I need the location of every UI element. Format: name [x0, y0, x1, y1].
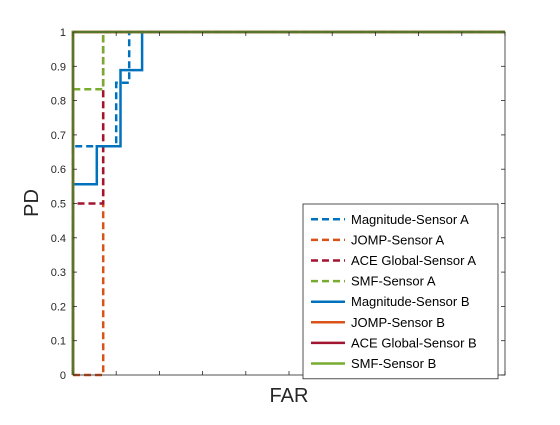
y-tick-label: 0.4	[51, 233, 66, 245]
y-tick-label: 0.3	[51, 267, 66, 279]
legend-label-1: JOMP-Sensor A	[351, 232, 445, 247]
y-tick-label: 0.5	[51, 199, 66, 211]
legend-label-3: SMF-Sensor A	[351, 274, 436, 289]
y-tick-label: 0.9	[51, 61, 66, 73]
y-tick-label: 0	[60, 370, 66, 382]
y-tick-label: 0.2	[51, 301, 66, 313]
series-line-0	[71, 30, 505, 375]
ticks-layer: 0 0.1 0.2 0.3 0.4 0.5 0.6 0.7 0.8 0.9 1	[51, 27, 506, 382]
y-tick-label: 0.7	[51, 130, 66, 142]
legend-label-5: JOMP-Sensor B	[351, 315, 445, 330]
x-axis-label: FAR	[270, 385, 309, 407]
legend-label-7: SMF-Sensor B	[351, 356, 436, 371]
series-line-4	[71, 30, 505, 375]
legend-box	[302, 203, 499, 380]
legend-label-0: Magnitude-Sensor A	[351, 212, 469, 227]
legend-label-2: ACE Global-Sensor A	[351, 253, 476, 268]
legend-label-6: ACE Global-Sensor B	[351, 335, 477, 350]
y-tick-label: 0.6	[51, 164, 66, 176]
legend: Magnitude-Sensor A JOMP-Sensor A ACE Globa…	[302, 203, 499, 380]
y-tick-label: 1	[60, 27, 66, 39]
y-tick-label: 0.1	[51, 336, 66, 348]
legend-label-4: Magnitude-Sensor B	[351, 294, 470, 309]
y-tick-label: 0.8	[51, 96, 66, 108]
y-axis-label: PD	[21, 189, 43, 217]
